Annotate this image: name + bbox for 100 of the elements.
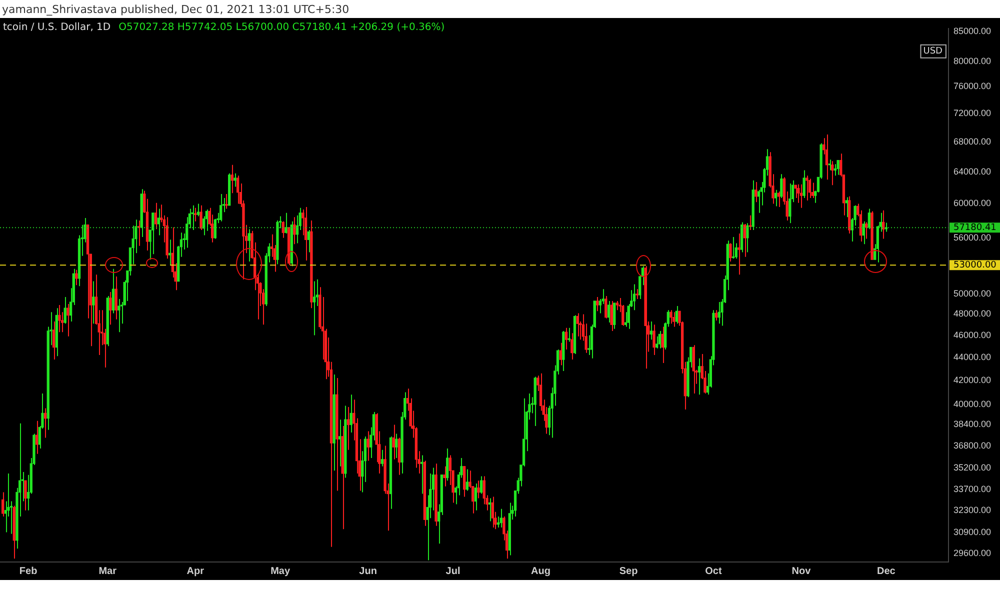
y-tick-label: 60000.00 <box>953 198 992 208</box>
y-tick-label: 64000.00 <box>953 166 992 176</box>
candlestick <box>152 212 154 255</box>
candlestick <box>66 304 70 337</box>
candlestick <box>52 321 56 360</box>
candlestick <box>670 310 672 324</box>
candlestick <box>616 300 619 311</box>
candlestick <box>650 321 653 340</box>
candlestick <box>675 306 678 324</box>
candlestick <box>24 480 27 511</box>
candlestick <box>743 223 746 258</box>
candlestick <box>610 300 613 332</box>
candlestick <box>806 175 808 201</box>
y-tick-label: 68000.00 <box>953 136 992 146</box>
y-tick-label: 35200.00 <box>953 462 992 472</box>
candlestick <box>350 394 352 433</box>
candlestick <box>576 312 579 337</box>
x-tick-label: Oct <box>705 566 722 577</box>
candlestick <box>652 324 656 356</box>
candlestick <box>500 508 502 528</box>
y-tick-label: 38400.00 <box>953 419 992 430</box>
candlestick <box>800 184 803 208</box>
candlestick <box>774 189 778 207</box>
candlestick <box>443 466 446 487</box>
candlestick <box>491 496 494 528</box>
candlestick <box>604 296 608 319</box>
candlestick <box>845 196 848 218</box>
x-tick-label: Aug <box>531 566 550 577</box>
y-tick-label: 40000.00 <box>953 398 992 409</box>
candlestick <box>75 269 78 286</box>
candlestick <box>876 225 880 263</box>
candlestick <box>186 216 188 248</box>
candlestick <box>446 448 449 482</box>
y-tick-label: 72000.00 <box>953 108 992 118</box>
candlestick <box>114 276 118 320</box>
candlestick <box>35 420 38 454</box>
candlestick <box>420 454 424 494</box>
y-tick-label: 44000.00 <box>953 352 992 362</box>
candlestick <box>738 233 740 276</box>
ref-line-label: 53000.00 <box>953 260 997 271</box>
candlestick <box>118 298 120 333</box>
candlestick <box>828 159 831 171</box>
candlestick <box>596 296 599 312</box>
candlestick <box>825 134 828 180</box>
candlestick <box>380 449 384 467</box>
y-tick-label: 42000.00 <box>953 374 992 385</box>
y-tick-label: 32300.00 <box>953 504 992 515</box>
y-tick-label: 36800.00 <box>953 440 992 450</box>
candlestick <box>477 480 480 499</box>
candlestick <box>754 181 758 203</box>
x-tick-label: Mar <box>98 566 117 577</box>
candlestick <box>748 214 752 231</box>
candlestick <box>656 336 658 349</box>
x-tick-label: Dec <box>876 566 896 577</box>
y-tick-label: 56000.00 <box>953 232 992 242</box>
candlestick <box>220 193 222 222</box>
y-tick-label: 50000.00 <box>953 288 992 298</box>
candlestick <box>568 327 570 342</box>
candlestick <box>109 292 112 326</box>
candlestick <box>636 288 638 300</box>
ref-line-label: 57180.41 <box>953 222 996 233</box>
x-tick-label: Jul <box>446 566 460 577</box>
candlestick <box>780 174 783 199</box>
y-tick-label: 46000.00 <box>953 330 992 340</box>
candlestick <box>868 208 871 230</box>
candlestick <box>539 372 542 412</box>
candlestick <box>466 468 468 492</box>
y-axis-title: USD <box>923 46 943 57</box>
candlestick <box>757 189 760 214</box>
candlestick <box>794 184 797 199</box>
candlestick <box>672 312 676 328</box>
candlestick <box>307 230 310 253</box>
candlestick <box>811 182 814 199</box>
candlestick <box>230 164 234 194</box>
candlestick <box>607 300 610 324</box>
candlestick <box>462 466 466 498</box>
candlestick <box>282 220 284 238</box>
chart-subtitle: yamann_Shrivastava published, Dec 01, 2021 13:01 UTC+5:30 <box>2 2 350 18</box>
annotation: O57027.28 H57742.05 L56700.00 C57180.41 +206.29 (+0.36%) <box>118 22 445 33</box>
candlestick <box>729 242 732 262</box>
y-tick-label: 80000.00 <box>953 56 992 66</box>
x-tick-label: Sep <box>619 566 638 577</box>
x-tick-label: Feb <box>19 566 38 577</box>
candlestick <box>366 430 370 462</box>
candlestick <box>632 284 636 311</box>
y-tick-label: 29600.00 <box>953 548 992 558</box>
candlestick <box>564 327 568 350</box>
candlestick <box>293 216 296 245</box>
candlestick <box>64 296 66 324</box>
candlestick <box>248 228 250 262</box>
candlestick <box>398 437 401 476</box>
candlestick <box>191 204 194 231</box>
candlestick <box>788 183 792 224</box>
candlestick <box>234 172 236 188</box>
candlestick <box>613 302 616 330</box>
candlestick <box>395 433 398 459</box>
y-tick-label: 85000.00 <box>953 26 992 36</box>
y-tick-label: 33700.00 <box>953 484 992 494</box>
x-tick-label: Apr <box>186 566 204 577</box>
candlestick <box>802 170 806 199</box>
